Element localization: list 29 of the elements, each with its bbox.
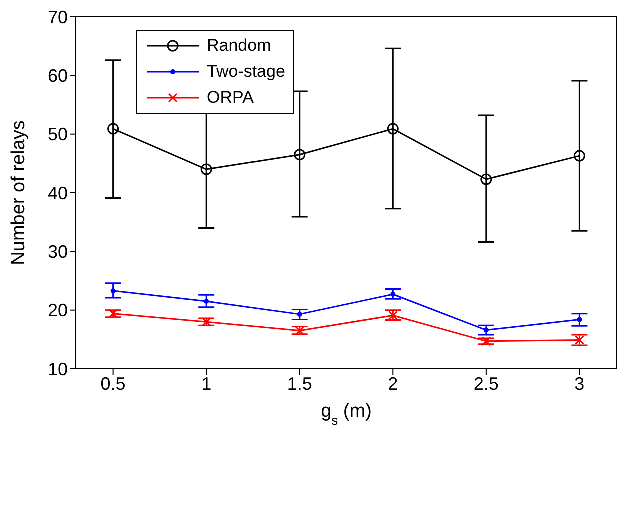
legend-label: ORPA	[207, 88, 254, 108]
x-tick-label: 3	[574, 374, 585, 394]
point	[204, 299, 210, 304]
y-tick-label: 10	[48, 359, 68, 380]
y-tick-label: 70	[48, 7, 68, 28]
point	[200, 164, 212, 176]
x-tick-label: 0.5	[100, 374, 126, 394]
x-tick-label: 1.5	[287, 374, 312, 394]
point	[577, 317, 582, 322]
x-tick-label: 2.5	[474, 374, 499, 394]
point	[294, 149, 306, 161]
point	[387, 123, 399, 135]
y-tick-label: 40	[48, 183, 68, 204]
point	[480, 174, 492, 186]
y-tick-label: 60	[48, 66, 68, 86]
y-axis-title: Number of relays	[8, 120, 30, 266]
point	[390, 292, 396, 297]
point	[297, 312, 302, 317]
point	[108, 123, 120, 135]
x-axis-title: g$_{s}$ (m)	[321, 401, 372, 428]
point	[574, 150, 586, 162]
point	[110, 288, 116, 294]
y-tick-label: 20	[48, 300, 68, 321]
legend-label: Two-stage	[207, 62, 286, 82]
x-tick-label: 2	[388, 374, 398, 394]
x-tick-label: 1	[202, 374, 212, 394]
legend-label: Random	[207, 36, 272, 56]
y-tick-label: 50	[48, 124, 68, 145]
y-tick-label: 30	[48, 242, 68, 262]
